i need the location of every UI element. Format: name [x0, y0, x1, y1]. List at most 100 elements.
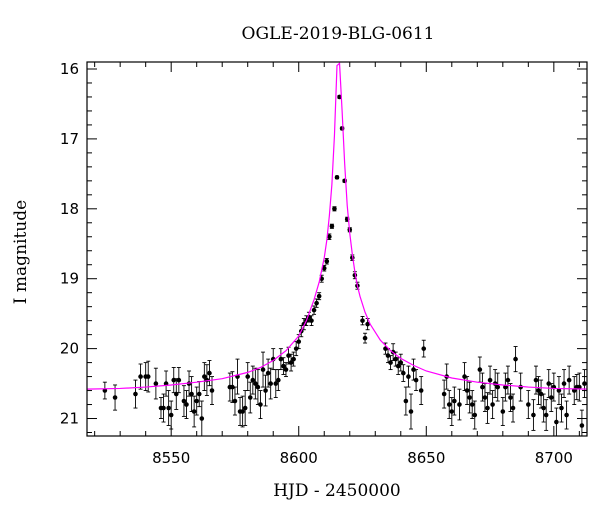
data-point [161, 405, 166, 411]
data-point [296, 339, 302, 344]
data-point [536, 388, 541, 393]
data-point [240, 409, 245, 414]
data-point [554, 419, 559, 425]
data-point [582, 381, 587, 386]
data-point [543, 412, 549, 418]
data-point [191, 409, 197, 414]
data-point [324, 258, 330, 264]
data-point [281, 363, 286, 369]
data-point [464, 388, 470, 393]
data-point [196, 391, 202, 397]
data-point [365, 321, 370, 327]
model-curve [87, 62, 587, 390]
data-point [538, 391, 544, 397]
data-point [273, 381, 279, 386]
data-point [321, 265, 327, 271]
plot-area [87, 62, 587, 436]
data-point [500, 409, 506, 414]
data-point [449, 409, 455, 414]
data-point [309, 318, 314, 323]
data-point [265, 370, 271, 376]
data-point [362, 335, 368, 341]
data-point [253, 381, 258, 386]
data-point [446, 402, 452, 407]
x-axis-label: HJD - 2450000 [273, 481, 401, 501]
plot-frame [86, 61, 588, 437]
data-point [477, 367, 483, 372]
x-tick-label: 8650 [407, 449, 445, 467]
y-tick-label: 18 [60, 200, 79, 218]
data-point [245, 374, 251, 379]
data-point [250, 377, 256, 383]
data-point [327, 234, 332, 240]
data-point [207, 370, 212, 376]
data-point [403, 398, 409, 404]
data-point [133, 391, 138, 397]
data-point [242, 405, 248, 411]
data-point [457, 402, 462, 407]
data-point [408, 409, 414, 414]
data-point [401, 370, 406, 376]
data-point [181, 398, 187, 404]
data-point [546, 381, 552, 386]
data-point [577, 384, 582, 390]
data-point [411, 367, 416, 372]
data-point [258, 402, 263, 407]
data-point [153, 381, 159, 386]
data-point [232, 398, 238, 404]
data-point [184, 402, 189, 407]
data-point [230, 384, 235, 390]
data-point [255, 384, 261, 390]
data-point [268, 381, 273, 386]
data-point [462, 374, 467, 379]
data-point [112, 395, 118, 400]
data-point [102, 388, 108, 393]
data-point [334, 175, 340, 180]
data-point [579, 423, 585, 428]
data-point [316, 293, 322, 299]
y-axis-label: I magnitude [11, 200, 31, 304]
data-point [385, 353, 391, 358]
data-point [503, 384, 508, 390]
x-tick-label: 8700 [535, 449, 573, 467]
x-tick-label: 8550 [152, 449, 190, 467]
data-point [291, 356, 296, 362]
data-point [505, 377, 511, 383]
axis-ticks: 8550 8600 8650 8700 16 17 18 19 20 21 [60, 60, 587, 467]
data-point [556, 388, 562, 393]
data-point [398, 360, 404, 365]
data-point [329, 223, 335, 229]
y-tick-label: 16 [60, 60, 79, 78]
data-point [508, 395, 513, 400]
data-point [482, 395, 488, 400]
chart-title: OGLE-2019-BLG-0611 [242, 24, 435, 44]
data-point [314, 300, 319, 306]
data-point [566, 377, 572, 383]
data-point [531, 412, 536, 418]
data-point [194, 398, 199, 404]
data-point [561, 381, 567, 386]
y-tick-label: 20 [60, 340, 79, 358]
data-point [490, 402, 495, 407]
data-point [452, 398, 457, 404]
data-point [168, 412, 174, 418]
data-point [288, 360, 294, 365]
data-point [472, 412, 478, 418]
data-point [421, 346, 427, 351]
data-point [510, 405, 516, 411]
data-point [209, 388, 215, 393]
data-point [199, 416, 205, 421]
data-point [360, 318, 365, 323]
data-point [513, 356, 518, 362]
y-tick-label: 21 [60, 410, 79, 428]
data-point [487, 377, 493, 383]
data-point [413, 377, 419, 383]
data-point [395, 363, 401, 369]
x-tick-label: 8600 [280, 449, 318, 467]
y-tick-label: 17 [60, 130, 79, 148]
data-point [559, 405, 564, 411]
data-point [166, 405, 171, 411]
data-point [339, 126, 345, 131]
data-point [526, 402, 531, 407]
data-point [485, 405, 490, 411]
